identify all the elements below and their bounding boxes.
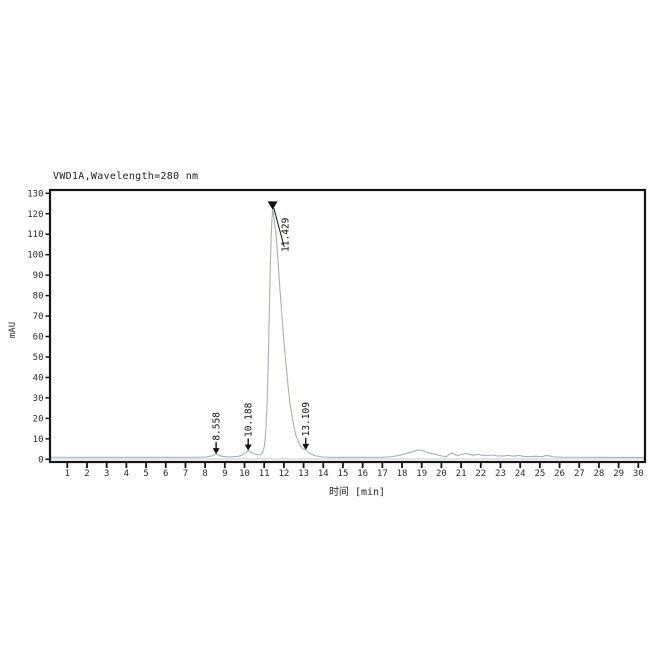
peak-label: 8.558 <box>212 412 223 441</box>
x-tick-label: 3 <box>104 469 109 479</box>
y-tick-label: 110 <box>27 230 43 240</box>
y-tick-label: 0 <box>38 455 43 465</box>
y-tick-label: 130 <box>27 189 43 199</box>
y-tick-label: 40 <box>33 373 44 383</box>
peak-apex-marker <box>267 201 278 210</box>
x-tick-label: 25 <box>534 469 545 479</box>
x-tick-label: 27 <box>574 469 585 479</box>
x-tick-label: 1 <box>65 469 70 479</box>
peak-arrow-head <box>212 448 220 455</box>
x-tick-label: 28 <box>594 469 605 479</box>
x-tick-label: 26 <box>554 469 565 479</box>
peak-label: 11.429 <box>281 217 292 252</box>
peak-label: 10.188 <box>244 402 255 437</box>
x-tick-label: 29 <box>613 469 624 479</box>
y-tick-label: 70 <box>33 312 44 322</box>
x-tick-label: 13 <box>298 469 309 479</box>
y-tick-label: 10 <box>33 435 44 445</box>
y-tick-label: 90 <box>33 271 44 281</box>
x-tick-label: 4 <box>124 469 129 479</box>
peak-arrow-head <box>244 444 252 451</box>
x-tick-label: 30 <box>633 469 644 479</box>
y-tick-label: 100 <box>27 251 43 261</box>
x-tick-label: 15 <box>338 469 349 479</box>
plot-frame <box>48 188 647 464</box>
chart-title: VWD1A,Wavelength=280 nm <box>53 171 199 182</box>
x-tick-label: 16 <box>357 469 368 479</box>
x-tick-label: 14 <box>318 469 329 479</box>
x-tick-label: 24 <box>515 469 526 479</box>
x-tick-label: 20 <box>436 469 447 479</box>
x-tick-label: 12 <box>278 469 289 479</box>
x-tick-label: 6 <box>163 469 168 479</box>
y-tick-label: 30 <box>33 394 44 404</box>
x-tick-label: 19 <box>416 469 427 479</box>
x-tick-label: 22 <box>475 469 486 479</box>
x-tick-label: 5 <box>143 469 148 479</box>
peak-arrow-head <box>302 443 310 450</box>
peak-apex-leader <box>273 207 285 247</box>
y-tick-label: 120 <box>27 210 43 220</box>
x-tick-label: 23 <box>495 469 506 479</box>
x-tick-label: 11 <box>259 469 270 479</box>
x-tick-label: 21 <box>456 469 467 479</box>
x-tick-label: 9 <box>222 469 227 479</box>
y-tick-label: 60 <box>33 333 44 343</box>
x-tick-label: 8 <box>202 469 207 479</box>
signal-trace <box>49 209 645 459</box>
x-axis-label: 时间 [min] <box>328 487 386 498</box>
y-tick-label: 80 <box>33 292 44 302</box>
peak-label: 13.109 <box>301 402 312 437</box>
x-tick-label: 7 <box>183 469 188 479</box>
x-tick-label: 2 <box>84 469 89 479</box>
y-tick-label: 20 <box>33 414 44 424</box>
x-tick-label: 17 <box>377 469 388 479</box>
y-tick-label: 50 <box>33 353 44 363</box>
x-tick-label: 18 <box>397 469 408 479</box>
x-tick-label: 10 <box>239 469 250 479</box>
